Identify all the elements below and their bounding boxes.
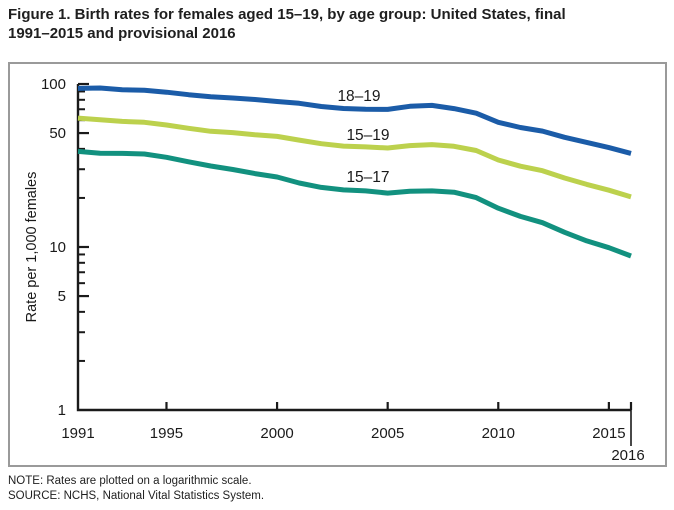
series-label-15-17: 15–17 — [346, 169, 389, 186]
note-line: NOTE: Rates are plotted on a logarithmic… — [8, 475, 252, 487]
figure-title: Figure 1. Birth rates for females aged 1… — [8, 5, 658, 43]
x-tick-label: 2005 — [371, 425, 404, 442]
x-tick-label: 2000 — [260, 425, 293, 442]
y-tick-label: 50 — [49, 125, 66, 142]
figure-title-line2: 1991–2015 and provisional 2016 — [8, 25, 236, 42]
chart-canvas: 1 5 10 50 100 1991 1995 2000 2005 2010 2015 2016 Rat… — [24, 76, 645, 464]
series-line-15-19 — [77, 115, 632, 200]
series-label-15-19: 15–19 — [346, 127, 389, 144]
figure-title-line1: Figure 1. Birth rates for females aged 1… — [8, 6, 566, 23]
x-tick-label: 1995 — [150, 425, 183, 442]
chart-plot-area: 1 5 10 50 100 1991 1995 2000 2005 2010 2015 2016 Rat… — [8, 62, 667, 467]
x-tick-label: 2015 — [592, 425, 625, 442]
y-axis-title: Rate per 1,000 females — [24, 172, 40, 323]
axes-lines — [76, 84, 631, 412]
y-tick-label: 5 — [58, 288, 66, 305]
series-label-18-19: 18–19 — [337, 88, 380, 105]
y-tick-label: 100 — [41, 76, 66, 93]
x-tick-label: 2010 — [482, 425, 515, 442]
x-tick-label-provisional: 2016 — [611, 447, 644, 464]
y-tick-label: 10 — [49, 239, 66, 256]
figure-footnotes: NOTE: Rates are plotted on a logarithmic… — [8, 474, 658, 504]
x-tick-label: 1991 — [61, 425, 94, 442]
y-tick-label: 1 — [58, 402, 66, 419]
series-line-15-17 — [77, 148, 632, 259]
series-line-18-19 — [77, 85, 632, 156]
source-line: SOURCE: NCHS, National Vital Statistics … — [8, 490, 265, 502]
